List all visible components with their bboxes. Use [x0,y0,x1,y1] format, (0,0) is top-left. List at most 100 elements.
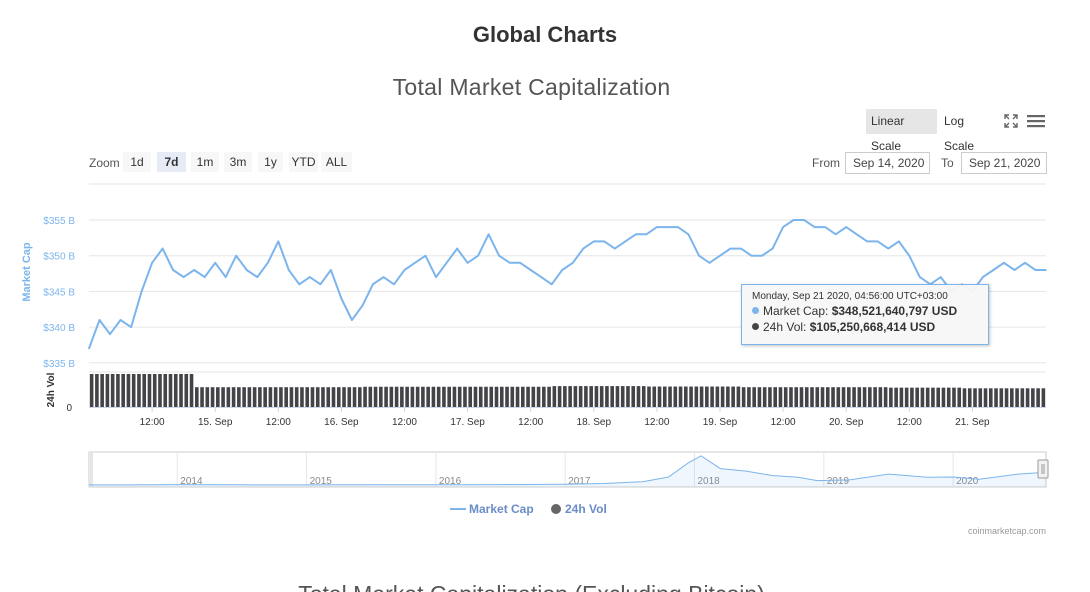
volume-bar [357,387,362,407]
volume-bar [452,386,457,407]
volume-bar [131,374,136,407]
linear-scale-button[interactable]: Linear Scale [866,109,937,153]
volume-bar [794,387,799,407]
volume-bar [705,386,709,407]
market-cap-point [529,269,532,271]
menu-icon[interactable] [1027,114,1045,128]
volume-bar [147,374,152,407]
tooltip-volume-value: $105,250,668,414 USD [809,320,936,334]
volume-bar [463,386,467,407]
market-cap-point [813,226,816,228]
volume-bar [978,388,983,407]
volume-bar [857,387,862,407]
volume-bar [263,387,267,407]
navigator-tick-label: 2016 [439,476,462,487]
volume-bar [457,386,462,407]
volume-bar [568,386,572,407]
volume-bar [741,387,746,407]
volume-bar [531,386,536,407]
volume-bar [442,386,446,407]
zoom-button-1d[interactable]: 1d [123,152,151,172]
market-cap-point [750,254,753,257]
volume-bar [878,387,883,407]
market-cap-point [698,254,700,257]
market-cap-point [1013,269,1016,271]
volume-bar [736,386,741,407]
volume-bar [1041,388,1046,407]
volume-bar [589,386,593,407]
volume-bar [194,387,199,407]
volume-bar [252,387,257,407]
market-cap-point [866,240,869,243]
zoom-label: Zoom [89,156,120,170]
zoom-button-7d[interactable]: 7d [157,152,186,172]
market-cap-point [214,262,216,264]
log-scale-button[interactable]: Log Scale [944,114,975,153]
market-cap-point [897,240,900,243]
tooltip-market-cap-row: Market Cap: $348,521,640,797 USD [752,304,988,318]
market-cap-point [277,240,280,243]
tooltip-volume-label: 24h Vol: [763,320,807,334]
volume-bar [237,387,241,407]
zoom-button-1m[interactable]: 1m [191,152,219,172]
volume-bar [105,374,110,407]
volume-bar [484,386,488,407]
volume-bar [647,386,651,407]
zoom-button-3m[interactable]: 3m [224,152,252,172]
volume-bar [883,387,888,407]
volume-bar [431,386,436,407]
volume-bar [300,387,304,407]
volume-bar [499,386,504,407]
volume-bar [221,387,225,407]
volume-bar [957,387,962,407]
zoom-button-ytd[interactable]: YTD [289,152,318,172]
volume-bar [294,387,299,407]
zoom-button-all[interactable]: ALL [321,152,352,172]
tooltip-date: Monday, Sep 21 2020, 04:56:00 UTC+03:00 [752,291,948,302]
volume-bar [363,386,367,407]
fullscreen-icon[interactable] [1004,114,1018,128]
legend-market-cap[interactable]: Market Cap [450,502,534,516]
navigator-series-line [89,455,1047,486]
volume-bar [163,374,168,407]
volume-bar [578,386,583,407]
volume-bar [910,387,914,407]
volume-bar [941,387,946,407]
chart-credit[interactable]: coinmarketcap.com [967,526,1046,536]
volume-bar [615,386,620,407]
market-cap-point [130,326,132,328]
market-cap-point [309,276,311,278]
market-cap-point [1024,262,1026,264]
volume-bar [999,388,1004,407]
navigator-tick-label: 2018 [698,476,721,487]
volume-bar [936,387,941,407]
volume-bar [552,386,557,407]
volume-bar [168,374,173,407]
volume-bar [89,374,94,407]
market-cap-point [109,333,111,336]
volume-bar [915,387,919,407]
volume-bar [95,374,99,407]
volume-bar [573,386,578,407]
zoom-button-1y[interactable]: 1y [258,152,283,172]
market-cap-point [393,283,395,286]
volume-bar [967,388,972,407]
volume-bar [1036,388,1040,407]
market-cap-point [687,233,690,236]
market-cap-point [330,269,332,271]
y-tick-label: $340 B [43,323,75,334]
volume-bar [284,387,288,407]
navigator-handle[interactable] [1037,459,1049,479]
from-date-input[interactable]: Sep 14, 2020 [845,152,930,174]
market-cap-point [782,226,784,228]
x-tick-label: 12:00 [140,417,165,428]
x-tick-label: 15. Sep [198,417,233,428]
volume-bar [410,386,415,407]
x-tick-label: 19. Sep [703,417,738,428]
market-cap-point [435,276,437,278]
to-date-input[interactable]: Sep 21, 2020 [961,152,1047,174]
market-cap-point [740,247,742,250]
market-cap-point [550,283,553,286]
legend-volume[interactable]: 24h Vol [551,502,607,516]
